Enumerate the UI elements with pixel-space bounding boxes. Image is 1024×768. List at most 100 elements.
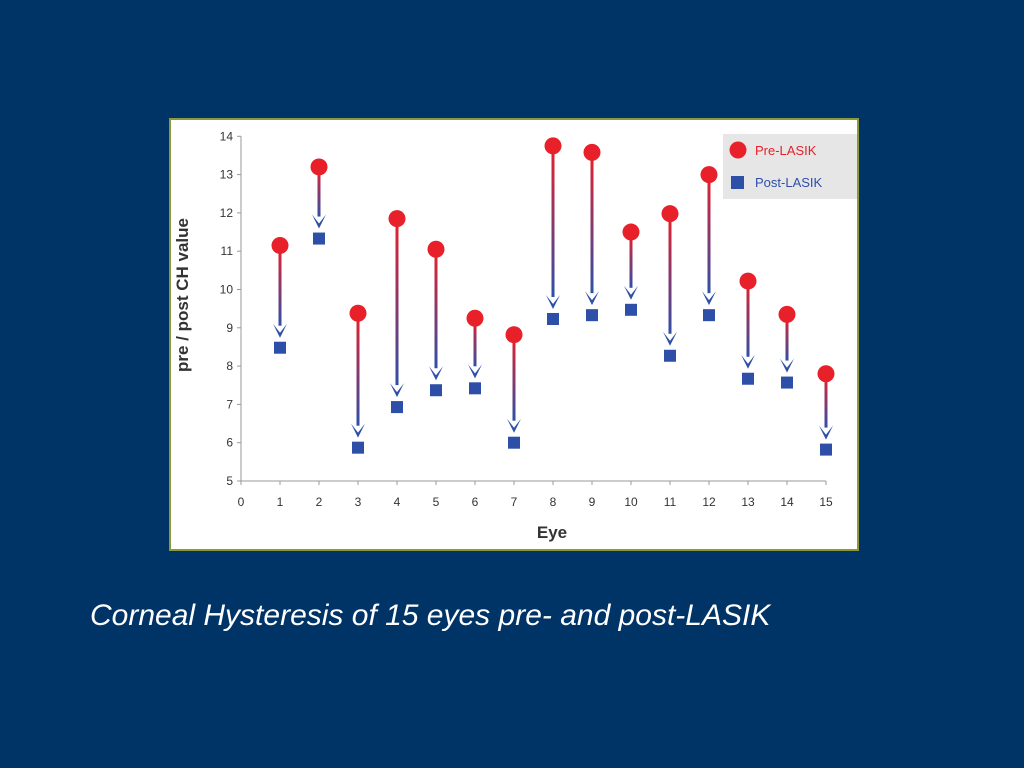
arrow-stem <box>473 318 477 367</box>
arrow-stem <box>356 313 360 426</box>
arrow-stem <box>395 218 399 386</box>
arrow-stem <box>668 213 672 334</box>
arrow-head <box>468 364 482 379</box>
pre-lasik-point <box>427 240 445 258</box>
post-lasik-point <box>391 401 403 414</box>
pre-lasik-point <box>778 305 796 323</box>
arrow-stem <box>629 232 633 288</box>
x-tick-label: 11 <box>664 495 677 509</box>
pre-lasik-point <box>700 166 718 184</box>
pre-lasik-point <box>739 272 757 290</box>
y-tick-label: 14 <box>220 129 234 143</box>
x-tick-label: 2 <box>316 495 323 509</box>
x-tick-label: 1 <box>277 495 284 509</box>
chart-frame: 5 6 7 8 9 10 11 12 13 14 0 1 2 3 4 5 6 7 8 9 10 11 12 13 14 15 Ey… <box>169 118 859 551</box>
post-lasik-point <box>313 232 325 245</box>
pre-lasik-point <box>466 309 484 327</box>
post-lasik-point <box>625 303 637 316</box>
pre-lasik-point <box>310 158 328 176</box>
pre-lasik-point <box>544 137 562 155</box>
y-tick-label: 6 <box>226 436 233 450</box>
x-tick-label: 15 <box>819 495 833 509</box>
y-tick-label: 5 <box>226 474 233 488</box>
slide-caption: Corneal Hysteresis of 15 eyes pre- and p… <box>90 599 771 632</box>
arrow-stems <box>273 145 833 440</box>
x-tick-label: 10 <box>624 495 638 509</box>
x-tick-label: 4 <box>394 495 401 509</box>
arrow-head <box>351 423 365 438</box>
arrow-head <box>507 418 521 433</box>
x-tick-label: 13 <box>741 495 755 509</box>
pre-lasik-point <box>349 304 367 322</box>
y-tick-label: 7 <box>226 397 233 411</box>
post-lasik-point <box>352 441 364 454</box>
x-axis-title: Eye <box>537 523 567 542</box>
y-axis-title: pre / post CH value <box>173 218 192 372</box>
x-tick-label: 3 <box>355 495 362 509</box>
y-tick-label: 13 <box>220 168 234 182</box>
arrow-stem <box>785 314 789 361</box>
legend-box <box>723 134 857 199</box>
y-tick-label: 10 <box>220 283 234 297</box>
x-tick-label: 8 <box>550 495 557 509</box>
post-lasik-point <box>664 349 676 362</box>
post-lasik-point <box>547 312 559 325</box>
arrow-stem <box>707 174 711 294</box>
arrow-stem <box>746 281 750 357</box>
x-tick-label: 12 <box>702 495 716 509</box>
x-tick-label: 0 <box>238 495 245 509</box>
post-lasik-markers <box>274 232 832 456</box>
pre-lasik-point <box>661 205 679 223</box>
pre-lasik-point <box>271 236 289 254</box>
legend-post-label: Post-LASIK <box>755 175 823 190</box>
pre-lasik-point <box>505 326 523 344</box>
arrow-head <box>546 294 560 309</box>
arrow-stem <box>551 145 555 297</box>
pre-lasik-point <box>622 223 640 241</box>
y-tick-label: 9 <box>226 321 233 335</box>
post-lasik-point <box>469 382 481 395</box>
post-lasik-point <box>430 384 442 397</box>
arrow-head <box>702 291 716 306</box>
post-lasik-point <box>742 372 754 385</box>
pre-lasik-point <box>388 210 406 228</box>
pre-lasik-point <box>817 365 835 383</box>
arrow-stem <box>317 166 321 217</box>
y-tick-label: 8 <box>226 359 233 373</box>
post-lasik-point <box>781 376 793 389</box>
pre-lasik-markers <box>271 137 835 383</box>
y-tick-label: 12 <box>220 206 234 220</box>
post-lasik-point <box>508 436 520 449</box>
post-lasik-point <box>586 309 598 322</box>
x-tick-label: 9 <box>589 495 596 509</box>
x-tick-label: 6 <box>472 495 479 509</box>
legend-pre-label: Pre-LASIK <box>755 143 817 158</box>
arrow-stem <box>512 334 516 421</box>
x-tick-label: 7 <box>511 495 518 509</box>
arrow-head <box>429 366 443 381</box>
arrow-head <box>663 331 677 346</box>
arrow-head <box>624 285 638 300</box>
arrow-stem <box>278 245 282 326</box>
post-lasik-point <box>703 309 715 322</box>
arrow-head <box>780 358 794 373</box>
arrow-stem <box>434 249 438 369</box>
y-tick-label: 11 <box>221 244 234 258</box>
x-tick-label: 14 <box>780 495 794 509</box>
pre-lasik-point <box>583 143 601 161</box>
arrow-stem <box>824 373 828 428</box>
legend: Pre-LASIK Post-LASIK <box>723 134 857 199</box>
arrow-stem <box>590 152 594 294</box>
arrow-head <box>390 383 404 398</box>
arrow-head <box>273 323 287 338</box>
legend-pre-marker <box>729 141 747 159</box>
post-lasik-point <box>820 443 832 456</box>
arrow-head <box>741 354 755 369</box>
legend-post-marker <box>731 176 744 189</box>
arrow-head <box>819 425 833 440</box>
arrow-head <box>312 214 326 229</box>
post-lasik-point <box>274 341 286 354</box>
